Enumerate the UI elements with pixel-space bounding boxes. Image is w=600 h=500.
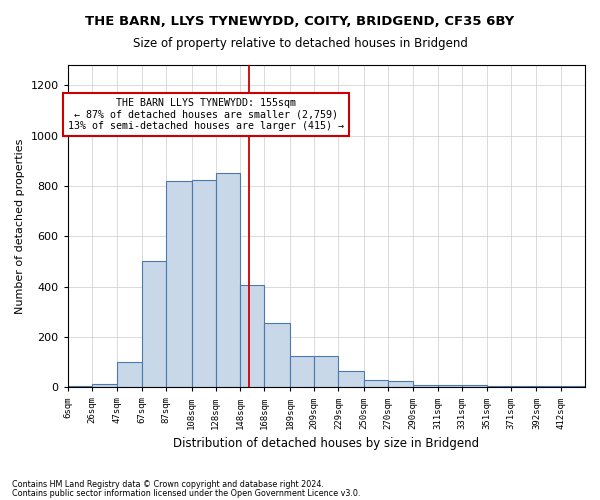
Bar — [463, 385, 487, 388]
Bar — [68, 386, 92, 388]
Bar — [265, 323, 290, 388]
Text: Size of property relative to detached houses in Bridgend: Size of property relative to detached ho… — [133, 38, 467, 51]
Bar — [511, 386, 536, 388]
Bar — [142, 262, 166, 388]
X-axis label: Distribution of detached houses by size in Bridgend: Distribution of detached houses by size … — [173, 437, 479, 450]
Bar — [92, 384, 118, 388]
Y-axis label: Number of detached properties: Number of detached properties — [15, 138, 25, 314]
Bar — [290, 356, 314, 388]
Text: THE BARN LLYS TYNEWYDD: 155sqm
← 87% of detached houses are smaller (2,759)
13% : THE BARN LLYS TYNEWYDD: 155sqm ← 87% of … — [68, 98, 344, 131]
Bar — [388, 381, 413, 388]
Bar — [216, 174, 240, 388]
Bar — [314, 356, 338, 388]
Bar — [338, 371, 364, 388]
Bar — [118, 362, 142, 388]
Text: Contains public sector information licensed under the Open Government Licence v3: Contains public sector information licen… — [12, 488, 361, 498]
Bar — [487, 386, 511, 388]
Bar — [240, 286, 265, 388]
Bar — [536, 386, 561, 388]
Bar — [561, 386, 585, 388]
Bar — [364, 380, 388, 388]
Text: THE BARN, LLYS TYNEWYDD, COITY, BRIDGEND, CF35 6BY: THE BARN, LLYS TYNEWYDD, COITY, BRIDGEND… — [85, 15, 515, 28]
Bar — [166, 181, 191, 388]
Bar — [191, 180, 216, 388]
Bar — [438, 385, 463, 388]
Bar — [413, 385, 438, 388]
Text: Contains HM Land Registry data © Crown copyright and database right 2024.: Contains HM Land Registry data © Crown c… — [12, 480, 324, 489]
